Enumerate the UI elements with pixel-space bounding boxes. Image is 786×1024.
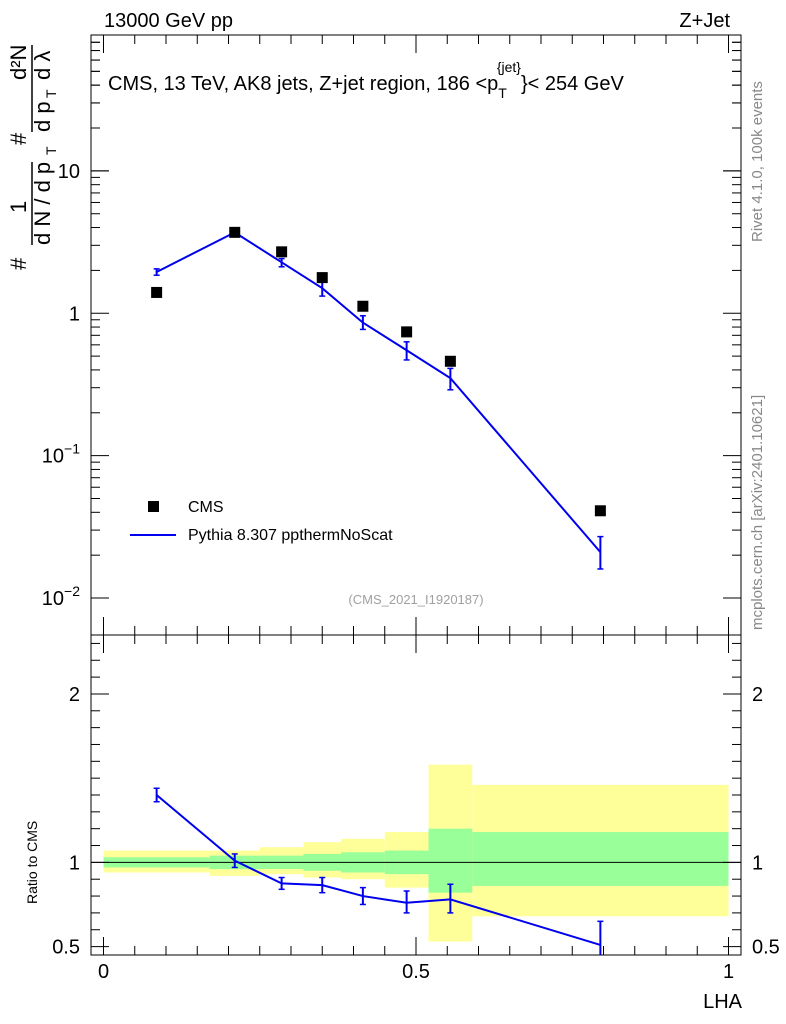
mc-line (156, 231, 602, 553)
ratio-y-tick-label-right: 2 (752, 684, 763, 706)
analysis-watermark: (CMS_2021_I1920187) (348, 592, 483, 607)
cms-data-point (444, 355, 456, 367)
header-right: Z+Jet (679, 10, 730, 32)
ylabel-dpT: d p (30, 101, 55, 132)
legend-cms-label: CMS (188, 499, 224, 516)
cms-data-point (594, 505, 606, 517)
ylabel-hash-2: # (6, 132, 31, 145)
ratio-y-tick-label-left: 1 (69, 852, 80, 874)
ratio-data (153, 787, 604, 955)
cms-data-point (401, 326, 413, 338)
ylabel-hash-1: # (6, 257, 31, 270)
cms-data-point (151, 286, 163, 298)
x-axis-label: LHA (703, 991, 743, 1013)
y-tick-label: 10 (58, 161, 80, 183)
main-data (151, 226, 606, 570)
ratio-band-inner (428, 828, 473, 893)
legend-cms-marker (148, 501, 159, 512)
ylabel-T-sub-2: T (43, 89, 59, 98)
side-label-rivet: Rivet 4.1.0, 100k events (749, 81, 766, 242)
ylabel-T-sub-1: T (43, 146, 59, 155)
legend-pythia-label: Pythia 8.307 ppthermNoScat (188, 527, 393, 544)
ratio-bands (91, 764, 741, 942)
y-tick-label: 10−2 (42, 583, 80, 610)
ratio-mc-line (155, 794, 601, 946)
x-tick-label: 0 (98, 961, 109, 983)
legend: CMS Pythia 8.307 ppthermNoScat (130, 499, 393, 544)
title-prefix: CMS, 13 TeV, AK8 jets, Z+jet region, 186… (108, 73, 498, 95)
ratio-y-tick-label-left: 0.5 (52, 937, 80, 959)
header-left: 13000 GeV pp (104, 10, 233, 32)
cms-data-point (316, 272, 328, 284)
ylabel-dlambda: d λ (30, 51, 55, 80)
main-title: CMS, 13 TeV, AK8 jets, Z+jet region, 186… (108, 59, 624, 101)
cms-data-point (276, 246, 288, 258)
ylabel-one: 1 (6, 201, 31, 213)
side-label-mcplots: mcplots.cern.ch [arXiv:2401.10621] (749, 395, 766, 630)
ratio-y-tick-label-right: 0.5 (752, 937, 780, 959)
main-axes: 10 1 10−1 10−2 (42, 34, 742, 636)
ratio-axes: 2 2 1 1 0.5 0.5 0 0.5 1 (52, 634, 780, 983)
title-sub: T (498, 85, 507, 101)
ratio-ylabel: Ratio to CMS (24, 821, 40, 904)
x-tick-label: 0.5 (402, 961, 430, 983)
x-tick-label: 1 (723, 961, 734, 983)
ratio-band-inner (472, 832, 729, 886)
title-suffix: }< 254 GeV (521, 73, 625, 95)
ylabel-d2N: d²N (6, 45, 31, 80)
cms-data-point (357, 300, 369, 312)
ratio-y-tick-label-left: 2 (69, 684, 80, 706)
title-sup: {jet} (497, 59, 521, 75)
cms-data-point (229, 226, 241, 238)
ylabel-dN: d N / d p (30, 162, 55, 245)
y-tick-label: 10−1 (42, 441, 80, 468)
main-ylabel: # 1 d N / d p T # d²N d p T d λ (6, 45, 59, 270)
y-tick-label: 1 (69, 303, 80, 325)
main-frame (90, 34, 742, 636)
ratio-y-tick-label-right: 1 (752, 852, 763, 874)
